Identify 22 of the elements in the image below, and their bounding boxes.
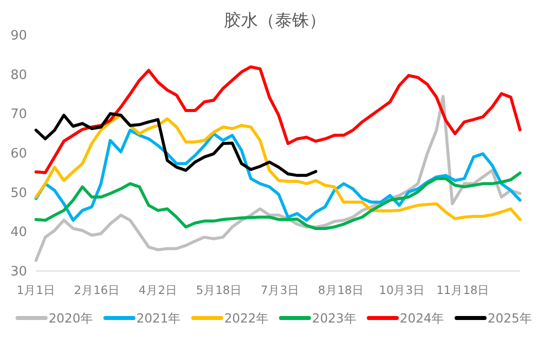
legend-label: 2022年 — [224, 310, 270, 326]
y-tick-label: 40 — [10, 225, 27, 240]
x-tick-label: 8月18日 — [318, 283, 364, 297]
y-tick-label: 90 — [10, 28, 27, 44]
x-tick-label: 5月18日 — [196, 283, 242, 297]
y-tick-label: 30 — [10, 264, 27, 280]
legend-label: 2023年 — [312, 310, 357, 326]
x-tick-label: 11月18日 — [436, 283, 490, 297]
legend-label: 2024年 — [400, 310, 445, 326]
chart-title: 胶水（泰铢） — [224, 11, 326, 31]
legend-label: 2020年 — [48, 310, 94, 326]
legend-label: 2025年 — [488, 310, 532, 326]
legend-label: 2021年 — [136, 310, 182, 326]
y-tick-label: 50 — [10, 186, 27, 201]
x-tick-label: 7月3日 — [260, 283, 300, 297]
y-tick-label: 60 — [10, 146, 27, 162]
y-tick-label: 70 — [10, 107, 27, 122]
x-tick-label: 10月3日 — [379, 283, 425, 297]
y-tick-label: 80 — [10, 68, 27, 83]
x-tick-label: 4月2日 — [138, 283, 178, 297]
x-tick-label: 1月1日 — [16, 283, 56, 297]
x-tick-label: 2月16日 — [74, 283, 120, 297]
